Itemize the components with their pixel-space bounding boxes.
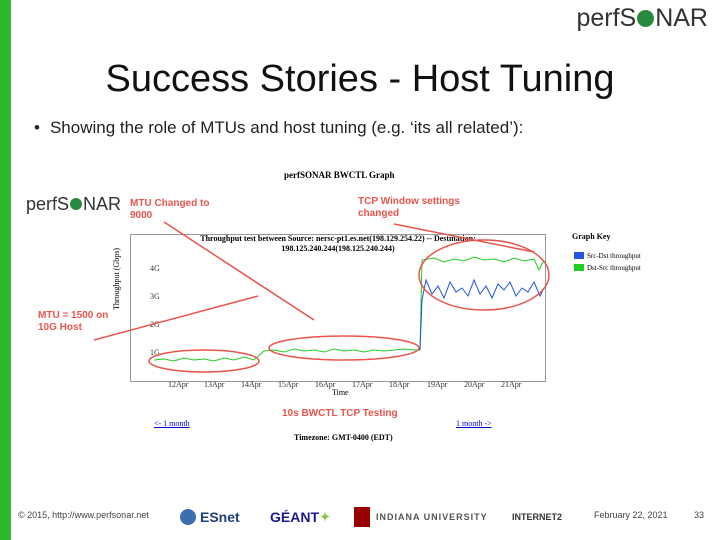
y-tick: 1G	[150, 348, 160, 357]
highlight-ellipse-high	[418, 239, 550, 311]
highlight-ellipse-low	[148, 349, 260, 373]
x-axis-label: Time	[332, 388, 349, 397]
geant-logo: GÉANT ✦	[270, 509, 331, 525]
bullet-icon: •	[34, 118, 40, 137]
x-tick: 16Apr	[315, 380, 336, 389]
graph-lines	[93, 221, 550, 373]
logo-o-circle-icon	[70, 198, 83, 210]
annotation-mtu-1500: MTU = 1500 on 10G Host	[38, 310, 109, 333]
x-tick: 13Apr	[204, 380, 225, 389]
bullet-text: Showing the role of MTUs and host tuning…	[49, 118, 524, 137]
y-tick: 4G	[150, 264, 160, 273]
x-tick: 15Apr	[278, 380, 299, 389]
legend-swatch-blue	[574, 252, 584, 259]
star-icon: ✦	[320, 510, 331, 524]
key-item-dst-src: Dst-Src throughput	[574, 264, 641, 272]
logo-o-circle-icon	[637, 10, 655, 27]
globe-icon	[180, 509, 196, 525]
x-tick: 12Apr	[168, 380, 189, 389]
x-tick: 14Apr	[241, 380, 262, 389]
dst-src-series	[153, 256, 545, 362]
plot-area	[130, 234, 546, 382]
internet2-logo: INTERNET2	[512, 512, 563, 522]
indiana-university-logo: INDIANA UNIVERSITY	[354, 504, 488, 530]
x-tick: 20Apr	[464, 380, 485, 389]
testing-label: 10s BWCTL TCP Testing	[282, 408, 398, 419]
footer: © 2015, http://www.perfsonar.net ESnet G…	[0, 500, 720, 536]
prev-month-link[interactable]: <- 1 month	[154, 419, 190, 428]
arrow-tcp-window	[393, 223, 535, 253]
trident-icon	[354, 507, 370, 527]
annotation-tcp-window: TCP Window settings changed	[358, 196, 460, 219]
bwctl-graph: perfSONAR BWCTL Graph perfS NAR MTU Chang…	[14, 160, 694, 460]
src-dst-series	[419, 278, 545, 351]
slide-title: Success Stories - Host Tuning	[105, 58, 615, 100]
x-tick: 19Apr	[427, 380, 448, 389]
x-tick: 18Apr	[389, 380, 410, 389]
graph-perfsonar-logo: perfS NAR	[26, 194, 122, 214]
timezone-label: Timezone: GMT-0400 (EDT)	[294, 433, 393, 442]
y-tick: 2G	[150, 320, 160, 329]
highlight-ellipse-mid	[268, 335, 420, 361]
next-month-link[interactable]: 1 month ->	[456, 419, 492, 428]
accent-bar	[0, 0, 11, 540]
x-tick: 17Apr	[352, 380, 373, 389]
bullet-item: • Showing the role of MTUs and host tunin…	[34, 118, 523, 138]
x-tick: 21Apr	[501, 380, 522, 389]
legend-swatch-green	[574, 264, 584, 271]
annotation-mtu-changed: MTU Changed to 9000	[130, 198, 210, 221]
graph-title: perfSONAR BWCTL Graph	[284, 170, 395, 180]
slide-date: February 22, 2021	[594, 510, 668, 520]
page-number: 33	[694, 510, 705, 520]
arrow-mtu-1500	[93, 295, 259, 341]
plot-title: Throughput test between Source: nersc-pt…	[200, 234, 476, 253]
arrow-mtu-changed	[163, 221, 315, 321]
esnet-logo: ESnet	[180, 504, 240, 530]
key-item-src-dst: Src-Dst throughput	[574, 252, 641, 260]
graph-key-title: Graph Key	[572, 232, 611, 241]
copyright-text: © 2015, http://www.perfsonar.net	[18, 510, 149, 520]
perfsonar-logo: perfS NAR	[576, 4, 708, 32]
y-tick: 3G	[150, 292, 160, 301]
